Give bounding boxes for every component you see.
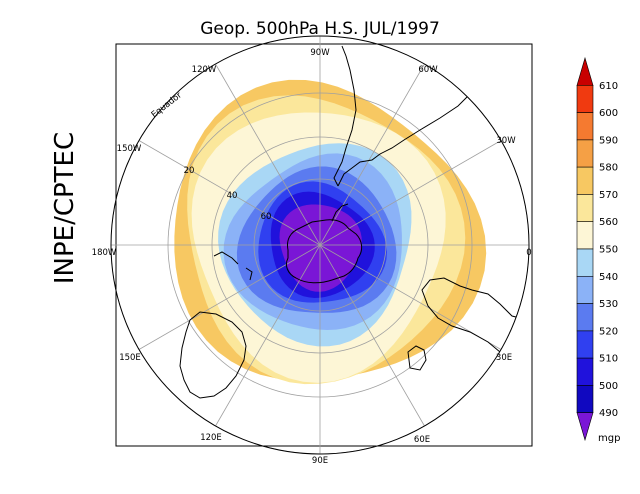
colorbar-tick-label: 580 [599,163,618,174]
colorbar-tick-label: 610 [599,81,618,92]
colorbar-swatch [576,357,594,386]
meridian-line [215,244,321,427]
lon-label-0: 0 [526,248,531,258]
contour-band-490 [279,204,362,292]
colorbar-swatch [576,385,594,413]
colorbar-swatch [576,56,594,86]
colorbar-tick-label: 550 [599,245,618,256]
lon-label-150w: 150W [117,144,142,154]
colorbar-tick-label: 500 [599,381,618,392]
lon-label-30e: 30E [496,353,512,363]
lon-label-90w: 90W [310,48,330,58]
lon-label-60e: 60E [414,435,430,445]
colorbar-swatch [576,139,594,168]
lat-label-40: 40 [227,191,238,201]
meridian-line [215,63,321,246]
meridian-line [319,244,425,427]
longitude-labels: 90W 60W 30W 0 30E 60E 90E 120E 150E 180W… [92,48,532,466]
colorbar-swatch [576,248,594,277]
colorbar-swatch [576,194,594,222]
meridian-line [319,140,502,246]
lat-label-20: 20 [184,166,195,176]
new-zealand-coast [213,251,253,281]
australia-coast [179,311,247,399]
colorbar-swatch [576,275,594,304]
colorbar-tick-label: 510 [599,354,618,365]
institution-label: INPE/CPTEC [50,132,80,284]
colorbar-swatch [576,85,594,113]
meridian-line [138,244,321,350]
meridian-line [138,140,321,246]
meridian-line [319,63,425,246]
colorbar-swatch [576,412,594,442]
lon-label-90e: 90E [312,456,328,466]
polar-map [110,35,530,455]
lon-label-120w: 120W [192,65,217,75]
colorbar-swatch [576,221,594,250]
colorbar-swatch [576,330,594,359]
colorbar-tick-label: 530 [599,299,618,310]
colorbar-swatch [576,303,594,332]
lon-label-120e: 120E [200,433,222,443]
colorbar-tick-label: 520 [599,326,618,337]
colorbar-tick-label: 540 [599,272,618,283]
graticule [111,36,529,454]
colorbar-tick-label: 590 [599,135,618,146]
colorbar-tick-label: 600 [599,108,618,119]
lon-label-30w: 30W [496,136,516,146]
colorbar: 610 600 590 580 570 560 550 540 530 520 510 500 490 [576,56,618,442]
lon-label-180w: 180W [92,248,117,258]
lon-label-150e: 150E [119,353,141,363]
colorbar-tick-label: 490 [599,408,618,419]
colorbar-tick-label: 570 [599,190,618,201]
colorbar-swatch [576,166,594,195]
globe-outline [110,35,530,455]
lon-label-60w: 60W [418,65,438,75]
map-title: Geop. 500hPa H.S. JUL/1997 [200,19,440,39]
antarctic-peninsula-coast [331,203,349,222]
colorbar-swatch [576,112,594,141]
lat-label-60: 60 [261,212,272,222]
colorbar-tick-label: 560 [599,217,618,228]
colorbar-unit: mgp [598,433,620,444]
madagascar-coast [407,345,427,371]
africa-coast [421,277,529,361]
antarctica-coast [285,219,363,284]
